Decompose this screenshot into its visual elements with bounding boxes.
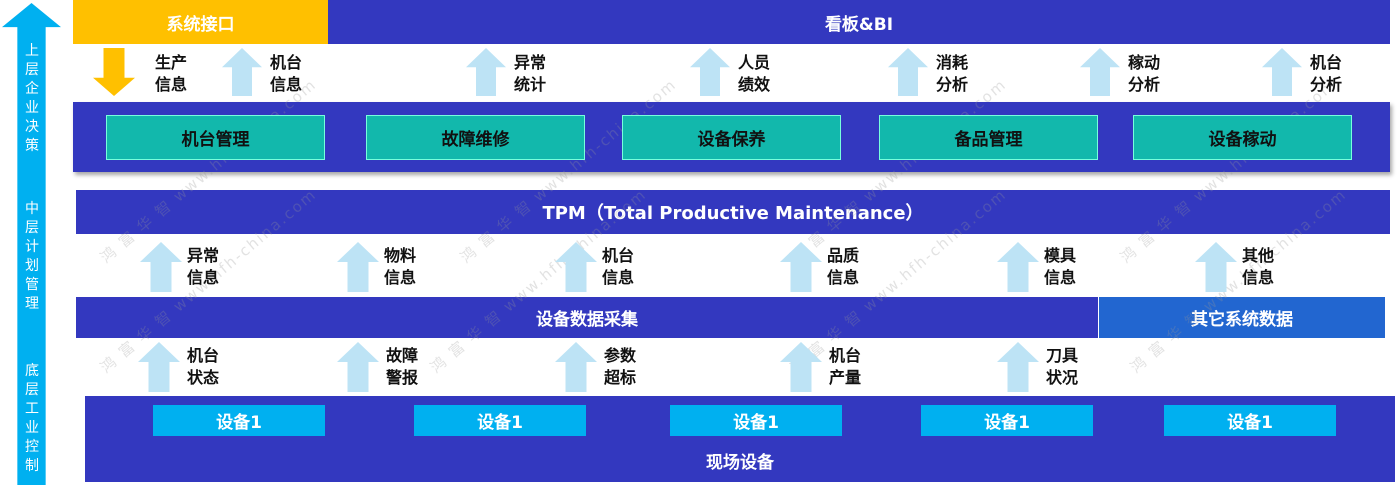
side-label-bottom: 底层工业控制 bbox=[25, 363, 39, 474]
up-arrow-icon bbox=[337, 342, 379, 392]
up-arrow-icon bbox=[1080, 48, 1120, 96]
module-3: 设备保养 bbox=[622, 115, 841, 160]
device-5: 设备1 bbox=[1164, 405, 1336, 436]
top-flow-label: 机台 分析 bbox=[1310, 53, 1343, 94]
top-flow-label: 人员 绩效 bbox=[738, 53, 771, 94]
module-4: 备品管理 bbox=[879, 115, 1098, 160]
top-flow-label: 异常 统计 bbox=[514, 53, 547, 94]
bottom-flow-label: 刀具 状况 bbox=[1046, 346, 1079, 387]
module-2: 故障维修 bbox=[366, 115, 585, 160]
device-4: 设备1 bbox=[921, 405, 1093, 436]
bottom-flow-label: 故障 警报 bbox=[386, 346, 419, 387]
module-5: 设备稼动 bbox=[1133, 115, 1352, 160]
top-flow-label: 机台 信息 bbox=[270, 53, 303, 94]
up-arrow-icon bbox=[466, 48, 506, 96]
down-arrow-icon bbox=[93, 48, 135, 96]
bottom-flow-label: 机台 产量 bbox=[829, 346, 862, 387]
field-equipment-label: 现场设备 bbox=[706, 452, 774, 473]
up-arrow-icon bbox=[337, 242, 379, 292]
bottom-flow-label: 机台 状态 bbox=[187, 346, 220, 387]
system-interface-bar: 系统接口 bbox=[73, 0, 328, 44]
device-1: 设备1 bbox=[153, 405, 325, 436]
up-arrow-icon bbox=[888, 48, 928, 96]
up-arrow-icon bbox=[997, 242, 1039, 292]
up-arrow-icon bbox=[138, 342, 180, 392]
bottom-flow-label: 参数 超标 bbox=[604, 346, 637, 387]
top-flow-label: 稼动 分析 bbox=[1128, 53, 1161, 94]
tpm-bar: TPM（Total Productive Maintenance） bbox=[76, 190, 1390, 234]
top-flow-label: 消耗 分析 bbox=[936, 53, 969, 94]
data-collection-bar: 设备数据采集 bbox=[76, 297, 1098, 338]
mid-flow-label: 物料 信息 bbox=[384, 246, 417, 287]
mid-flow-label: 品质 信息 bbox=[827, 246, 860, 287]
up-arrow-icon bbox=[140, 242, 182, 292]
mid-flow-label: 模具 信息 bbox=[1044, 246, 1077, 287]
up-arrow-icon bbox=[997, 342, 1039, 392]
top-flow-label: 生产 信息 bbox=[155, 53, 188, 94]
up-arrow-icon bbox=[690, 48, 730, 96]
up-arrow-icon bbox=[1262, 48, 1302, 96]
up-arrow-icon bbox=[555, 342, 597, 392]
up-arrow-icon bbox=[222, 48, 262, 96]
module-1: 机台管理 bbox=[106, 115, 325, 160]
side-label-top: 上层企业决策 bbox=[25, 43, 39, 154]
device-2: 设备1 bbox=[414, 405, 586, 436]
mid-flow-label: 异常 信息 bbox=[187, 246, 220, 287]
device-3: 设备1 bbox=[670, 405, 842, 436]
dashboard-bi-bar: 看板&BI bbox=[328, 0, 1390, 44]
mid-flow-label: 其他 信息 bbox=[1242, 246, 1275, 287]
mid-flow-label: 机台 信息 bbox=[602, 246, 635, 287]
other-system-data-bar: 其它系统数据 bbox=[1099, 297, 1385, 338]
side-label-middle: 中层计划管理 bbox=[25, 201, 39, 312]
